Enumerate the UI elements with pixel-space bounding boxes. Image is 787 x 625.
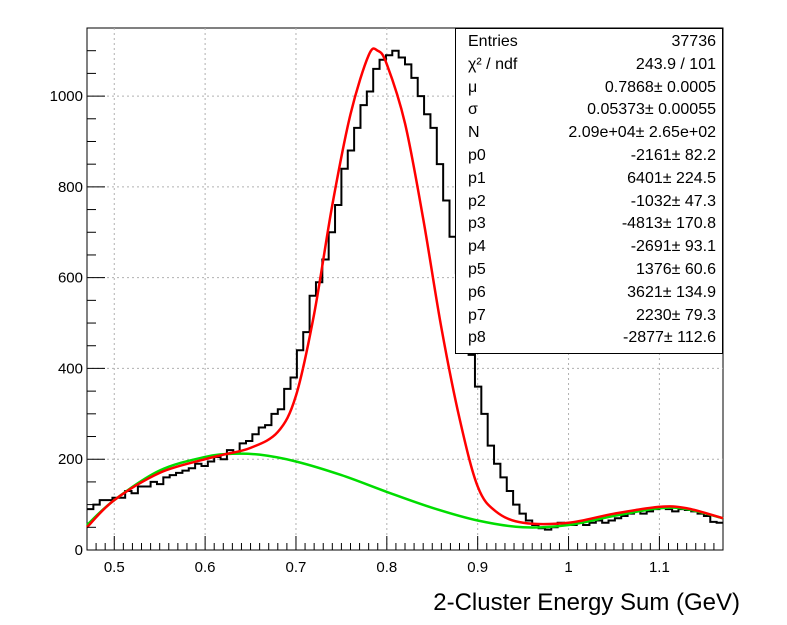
y-tick-label: 1000: [50, 88, 83, 105]
histogram-series: [87, 49, 723, 531]
stats-label: p0: [468, 146, 486, 164]
stats-label: Entries: [468, 33, 518, 50]
stats-value: 243.9 / 101: [635, 55, 716, 73]
stats-value: -4813± 170.8: [621, 215, 716, 233]
stats-label: N: [468, 124, 480, 142]
x-tick-label: 1: [564, 559, 572, 576]
stats-value: 37736: [671, 33, 717, 50]
stats-value: 6401± 224.5: [627, 169, 716, 187]
stats-label: p2: [468, 192, 486, 210]
stats-value: -2877± 112.6: [623, 329, 716, 347]
stats-row: p0 -2161± 82.2: [468, 145, 716, 168]
stats-value: -2691± 93.1: [630, 238, 716, 256]
stats-label: p8: [468, 329, 486, 347]
x-tick-label: 1.1: [649, 559, 670, 576]
stats-label: p4: [468, 238, 486, 256]
y-tick-label: 600: [58, 270, 83, 287]
stats-label: p6: [468, 283, 486, 301]
fit-curve: [86, 47, 724, 529]
stats-row: p7 2230± 79.3: [468, 305, 716, 328]
x-tick-label: 0.9: [467, 559, 488, 576]
stats-row: p5 1376± 60.6: [468, 259, 716, 282]
stats-box: Entries 37736 χ² / ndf 243.9 / 101 μ 0.7868± …: [455, 28, 723, 354]
x-tick-label: 0.7: [286, 559, 307, 576]
stats-value: 0.7868± 0.0005: [604, 78, 716, 96]
stats-label: μ: [468, 78, 478, 96]
stats-value: 2230± 79.3: [636, 306, 716, 324]
stats-row: p3 -4813± 170.8: [468, 213, 716, 236]
y-tick-label: 200: [58, 451, 83, 468]
stats-row: p8 -2877± 112.6: [468, 327, 716, 350]
stats-row: χ² / ndf 243.9 / 101: [468, 54, 716, 77]
x-tick-label: 0.5: [104, 559, 125, 576]
stats-value: 3621± 134.9: [627, 283, 716, 301]
stats-label: p3: [468, 215, 486, 233]
stats-label: p1: [468, 169, 486, 187]
stats-value: -2161± 82.2: [630, 146, 716, 164]
stats-value: 0.05373± 0.00055: [587, 101, 716, 119]
stats-row: p2 -1032± 47.3: [468, 191, 716, 214]
stats-row: Entries 37736: [468, 31, 716, 54]
stats-label: p5: [468, 260, 486, 278]
stats-label: χ² / ndf: [468, 55, 518, 73]
stats-value: -1032± 47.3: [630, 192, 716, 210]
y-tick-label: 0: [75, 542, 83, 559]
stats-row: N 2.09e+04± 2.65e+02: [468, 122, 716, 145]
stats-label: p7: [468, 306, 486, 324]
background-curve: [86, 452, 724, 529]
stats-value: 2.09e+04± 2.65e+02: [568, 124, 716, 142]
stats-row: p4 -2691± 93.1: [468, 236, 716, 259]
x-tick-label: 0.6: [195, 559, 216, 576]
stats-value: 1376± 60.6: [636, 260, 716, 278]
stats-row: μ 0.7868± 0.0005: [468, 77, 716, 100]
y-tick-label: 400: [58, 360, 83, 377]
stats-row: p6 3621± 134.9: [468, 282, 716, 305]
x-tick-label: 0.8: [376, 559, 397, 576]
stats-label: σ: [468, 101, 478, 119]
x-axis-title: 2-Cluster Energy Sum (GeV): [433, 589, 740, 616]
stats-row: p1 6401± 224.5: [468, 168, 716, 191]
stats-row: σ 0.05373± 0.00055: [468, 99, 716, 122]
axes: 0.5 0.6 0.7 0.8 0.9 1 1.1 0 200 400 600 800 1000: [50, 50, 715, 576]
y-tick-label: 800: [58, 179, 83, 196]
